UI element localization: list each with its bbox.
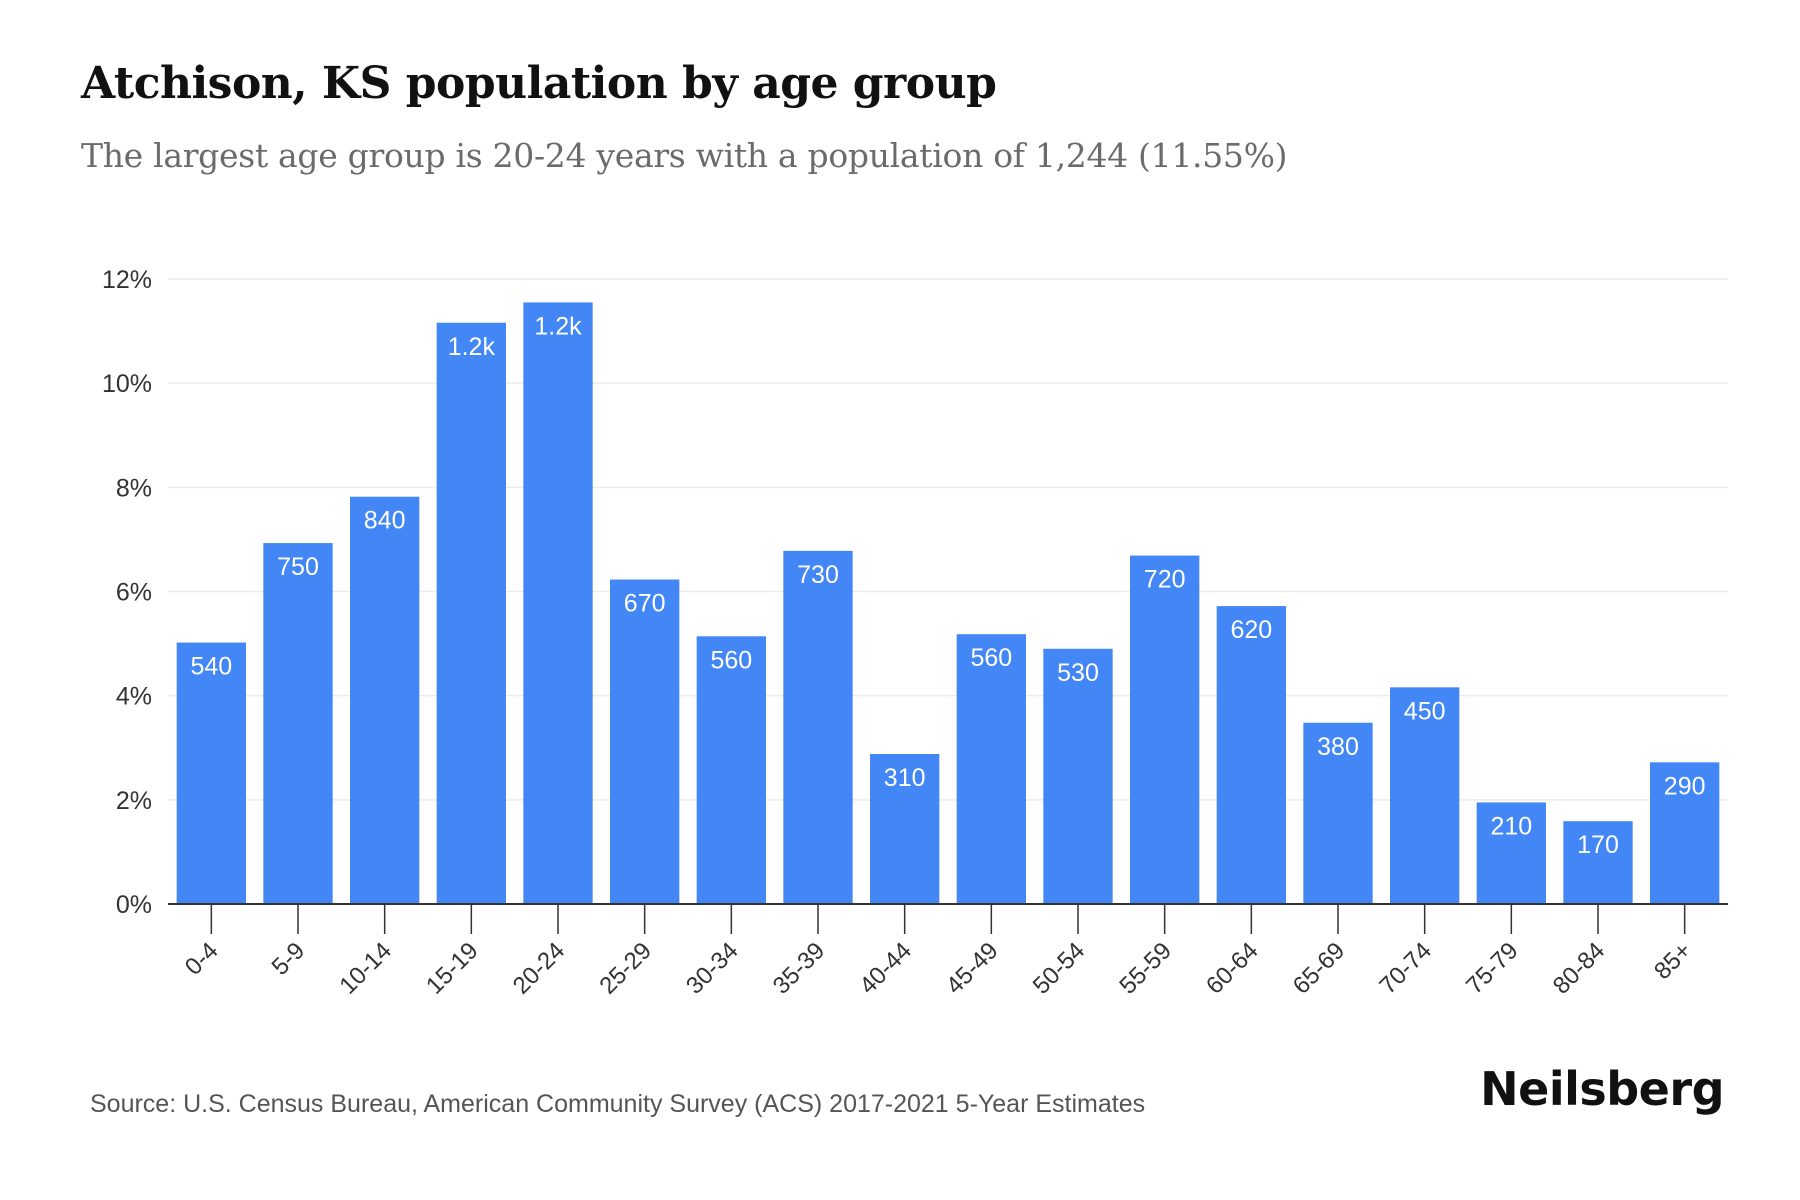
- x-tick-label: 40-44: [854, 937, 917, 1000]
- bars: 540 750 840 1.2k 1.2k 670 560 730 310 560 530 720 62…: [176, 302, 1720, 904]
- chart-title: Atchison, KS population by age group: [81, 58, 997, 109]
- gridlines: [168, 278, 1728, 801]
- bar-value-label: 530: [1057, 659, 1099, 687]
- bar-80-84: [1563, 821, 1633, 904]
- x-tick-label: 5-9: [267, 937, 311, 981]
- chart-subtitle: The largest age group is 20-24 years wit…: [81, 136, 1288, 175]
- bar-45-49: [956, 634, 1026, 904]
- bar-70-74: [1390, 687, 1460, 904]
- bar-40-44: [870, 754, 940, 904]
- x-tick-label: 70-74: [1374, 937, 1437, 1000]
- y-tick-label: 6%: [116, 579, 152, 607]
- bar-15-19: [436, 322, 506, 904]
- neilsberg-logo: Neilsberg: [1480, 1062, 1724, 1116]
- bar-value-label: 1.2k: [534, 312, 582, 340]
- bar-10-14: [350, 496, 420, 904]
- x-tick-label: 50-54: [1028, 937, 1091, 1000]
- source-note: Source: U.S. Census Bureau, American Com…: [90, 1090, 1146, 1118]
- y-tick-label: 2%: [116, 787, 152, 815]
- x-tick-label: 65-69: [1288, 937, 1351, 1000]
- x-tick-label: 0-4: [180, 937, 224, 981]
- bar-20-24: [523, 302, 593, 904]
- x-tick-label: 55-59: [1114, 937, 1177, 1000]
- bar-25-29: [610, 579, 680, 904]
- bar-55-59: [1130, 555, 1200, 904]
- y-axis-ticks: 0% 2% 4% 6% 8% 10% 12%: [102, 266, 152, 919]
- bar-65-69: [1303, 722, 1373, 904]
- bar-value-label: 450: [1404, 697, 1446, 725]
- x-tick-label: 45-49: [941, 937, 1004, 1000]
- x-tick-label: 10-14: [334, 937, 397, 1000]
- x-tick-label: 75-79: [1461, 937, 1524, 1000]
- bar-value-label: 620: [1230, 616, 1272, 644]
- x-tick-label: 15-19: [421, 937, 484, 1000]
- bar-60-64: [1216, 606, 1286, 904]
- bar-75-79: [1476, 802, 1546, 904]
- bar-value-label: 720: [1144, 566, 1186, 594]
- x-tick-label: 60-64: [1201, 937, 1264, 1000]
- bar-value-label: 380: [1317, 733, 1359, 761]
- bar-value-label: 290: [1664, 772, 1706, 800]
- bar-value-label: 730: [797, 561, 839, 589]
- bar-5-9: [263, 543, 333, 904]
- x-tick-label: 80-84: [1548, 937, 1611, 1000]
- bar-50-54: [1043, 648, 1113, 904]
- bar-value-label: 840: [364, 507, 406, 535]
- x-tick-label: 25-29: [594, 937, 657, 1000]
- bar-85+: [1650, 762, 1720, 904]
- bar-value-label: 560: [970, 644, 1012, 672]
- bar-value-label: 560: [710, 646, 752, 674]
- bar-35-39: [783, 550, 853, 904]
- x-tick-label: 30-34: [681, 937, 744, 1000]
- bar-value-label: 170: [1577, 831, 1619, 859]
- bar-value-label: 1.2k: [448, 333, 496, 361]
- y-tick-label: 0%: [116, 891, 152, 919]
- bar-value-label: 540: [190, 653, 232, 681]
- bar-value-label: 310: [884, 764, 926, 792]
- bar-value-label: 750: [277, 553, 319, 581]
- x-tick-label: 35-39: [768, 937, 831, 1000]
- y-tick-label: 8%: [116, 474, 152, 502]
- y-tick-label: 12%: [102, 266, 152, 294]
- x-tick-label: 85+: [1649, 937, 1697, 985]
- x-tick-label: 20-24: [508, 937, 571, 1000]
- y-tick-label: 10%: [102, 370, 152, 398]
- bar-30-34: [696, 636, 766, 904]
- bar-value-label: 670: [624, 590, 666, 618]
- x-axis-ticks: 0-4 5-9 10-14 15-19 20-24 25-29 30-34 35-39 40-4…: [180, 904, 1697, 1000]
- y-tick-label: 4%: [116, 683, 152, 711]
- bar-value-label: 210: [1490, 812, 1532, 840]
- bar-0-4: [176, 642, 246, 904]
